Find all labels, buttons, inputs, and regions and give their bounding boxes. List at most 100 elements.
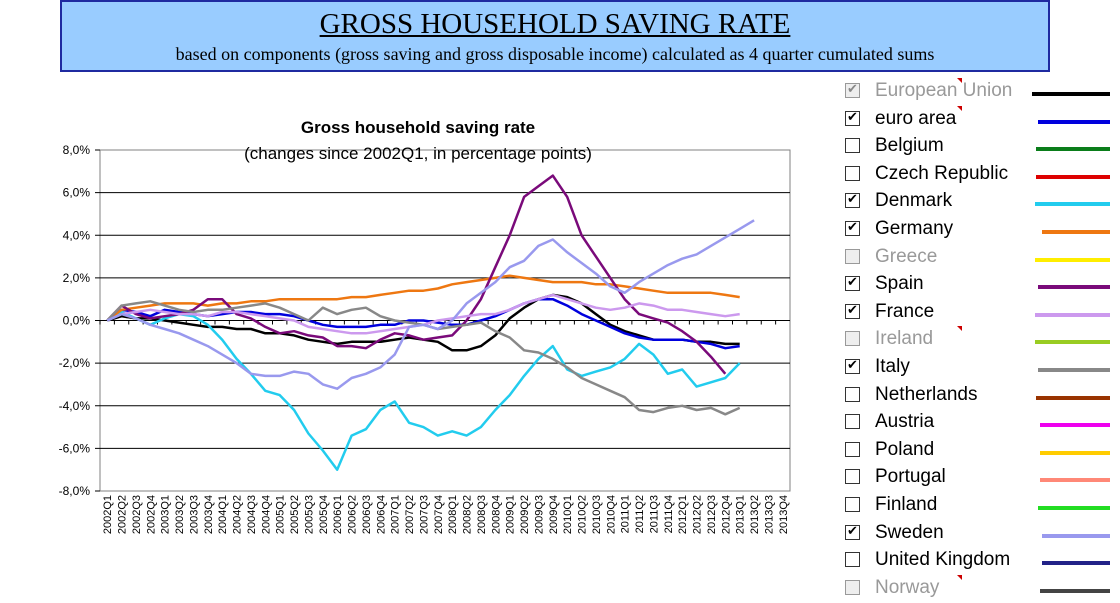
checkmark-icon: ✔	[847, 192, 858, 208]
legend-label: Greece	[875, 245, 938, 267]
x-tick-label: 2005Q1	[275, 495, 287, 534]
legend-checkbox[interactable]: ✔	[845, 414, 860, 430]
page-title: GROSS HOUSEHOLD SAVING RATE	[319, 8, 791, 40]
x-tick-label: 2003Q2	[174, 495, 186, 534]
legend-item[interactable]: ✔ Czech Republic	[840, 163, 1120, 189]
legend-checkbox[interactable]: ✔	[845, 552, 860, 568]
x-tick-label: 2009Q2	[519, 495, 531, 534]
legend-item[interactable]: ✔ France	[840, 301, 1120, 327]
x-tick-label: 2007Q1	[390, 495, 402, 534]
x-tick-label: 2009Q3	[533, 495, 545, 534]
x-tick-label: 2005Q2	[289, 495, 301, 534]
legend-checkbox[interactable]: ✔	[845, 138, 860, 154]
checkmark-icon: ✔	[847, 275, 858, 291]
x-tick-label: 2002Q4	[145, 495, 157, 534]
x-tick-label: 2009Q1	[505, 495, 517, 534]
legend-item[interactable]: ✔ Denmark	[840, 190, 1120, 216]
legend-checkbox[interactable]: ✔	[845, 83, 860, 98]
x-tick-label: 2010Q3	[591, 495, 603, 534]
comment-marker	[957, 326, 962, 332]
y-tick-label: -4,0%	[59, 399, 91, 413]
y-tick-label: -2,0%	[59, 356, 91, 370]
legend-checkbox[interactable]: ✔	[845, 221, 860, 236]
x-tick-label: 2008Q3	[476, 495, 488, 534]
legend-item[interactable]: ✔ Finland	[840, 494, 1120, 520]
legend-item[interactable]: ✔ euro area	[840, 105, 1120, 134]
legend-item[interactable]: ✔ European Union	[840, 78, 1120, 106]
legend-item[interactable]: ✔ Spain	[840, 273, 1120, 299]
x-tick-label: 2002Q1	[102, 495, 114, 534]
legend-label: Poland	[875, 438, 935, 460]
legend-item[interactable]: ✔ Ireland	[840, 326, 1120, 354]
legend-label: Spain	[875, 273, 924, 295]
legend-item[interactable]: ✔ Poland	[840, 439, 1120, 465]
x-tick-label: 2011Q2	[634, 495, 646, 533]
x-tick-label: 2006Q1	[332, 495, 344, 534]
legend-checkbox[interactable]: ✔	[845, 469, 860, 485]
legend-swatch	[1036, 147, 1110, 152]
legend-label: euro area	[875, 107, 957, 129]
checkmark-icon: ✔	[847, 358, 858, 373]
x-tick-label: 2013Q2	[749, 495, 761, 534]
x-tick-label: 2007Q3	[418, 495, 430, 534]
legend-swatch	[1040, 478, 1110, 483]
series-line	[106, 310, 741, 471]
legend-swatch	[1035, 257, 1110, 262]
legend-label: France	[875, 300, 935, 322]
x-tick-label: 2003Q1	[160, 495, 172, 534]
checkmark-icon: ✔	[847, 220, 858, 235]
legend-checkbox[interactable]: ✔	[845, 165, 860, 181]
legend-item[interactable]: ✔ Belgium	[840, 135, 1120, 161]
legend-item[interactable]: ✔ United Kingdom	[840, 549, 1120, 575]
legend-swatch	[1042, 561, 1110, 566]
x-tick-label: 2006Q2	[347, 495, 359, 534]
y-tick-label: 2,0%	[63, 271, 91, 285]
legend-swatch	[1042, 533, 1110, 538]
legend-item[interactable]: ✔ Netherlands	[840, 384, 1120, 410]
legend-checkbox[interactable]: ✔	[845, 110, 860, 126]
legend-label: Austria	[875, 411, 935, 433]
x-tick-label: 2011Q1	[620, 495, 632, 533]
x-tick-label: 2003Q4	[203, 495, 215, 534]
header-banner: GROSS HOUSEHOLD SAVING RATE based on com…	[60, 0, 1050, 72]
legend-item[interactable]: ✔ Sweden	[840, 522, 1120, 548]
x-tick-label: 2006Q3	[361, 495, 373, 534]
legend-swatch	[1032, 92, 1110, 96]
x-tick-label: 2010Q1	[562, 495, 574, 534]
x-tick-label: 2008Q2	[462, 495, 474, 534]
legend-checkbox[interactable]: ✔	[845, 441, 860, 457]
legend-item[interactable]: ✔ Germany	[840, 218, 1120, 244]
y-tick-label: 6,0%	[63, 186, 91, 200]
x-tick-label: 2002Q3	[131, 495, 143, 534]
legend-label: Belgium	[875, 135, 944, 157]
legend-label: Netherlands	[875, 383, 978, 405]
legend-label: Portugal	[875, 466, 946, 488]
legend-checkbox[interactable]: ✔	[845, 497, 860, 512]
legend-checkbox[interactable]: ✔	[845, 331, 860, 347]
legend-label: Norway	[875, 576, 940, 598]
legend-item[interactable]: ✔ Norway	[840, 574, 1120, 603]
legend-swatch	[1042, 230, 1110, 234]
x-tick-label: 2012Q3	[706, 495, 718, 534]
legend-item[interactable]: ✔ Austria	[840, 411, 1120, 437]
x-tick-label: 2008Q1	[447, 495, 459, 534]
legend-checkbox[interactable]: ✔	[845, 579, 860, 595]
legend-item[interactable]: ✔ Portugal	[840, 466, 1120, 492]
legend-checkbox[interactable]: ✔	[845, 359, 860, 374]
y-tick-label: 4,0%	[63, 228, 91, 242]
legend-checkbox[interactable]: ✔	[845, 524, 860, 540]
legend-item[interactable]: ✔ Italy	[840, 356, 1120, 382]
comment-marker	[957, 105, 962, 111]
legend-label: Czech Republic	[875, 162, 1009, 184]
legend-checkbox[interactable]: ✔	[845, 275, 860, 292]
legend-checkbox[interactable]: ✔	[845, 192, 860, 209]
x-tick-label: 2007Q2	[404, 495, 416, 534]
legend-label: Ireland	[875, 328, 934, 350]
legend-swatch	[1038, 368, 1110, 372]
legend-item[interactable]: ✔ Greece	[840, 246, 1120, 272]
legend-checkbox[interactable]: ✔	[845, 303, 860, 319]
chart-subtitle: (changes since 2002Q1, in percentage poi…	[244, 144, 592, 163]
y-tick-label: -8,0%	[59, 484, 91, 498]
legend-checkbox[interactable]: ✔	[845, 248, 860, 264]
legend-checkbox[interactable]: ✔	[845, 386, 860, 402]
